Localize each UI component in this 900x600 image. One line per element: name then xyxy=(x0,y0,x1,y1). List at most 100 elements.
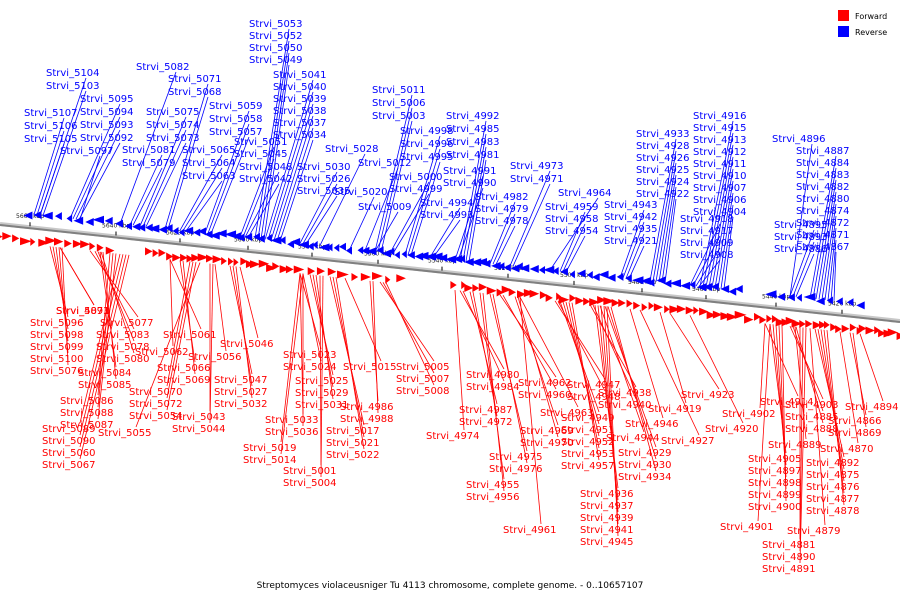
forward-gene-label: Strvi_4974 xyxy=(426,290,480,442)
forward-gene-label: Strvi_5055 xyxy=(98,262,201,439)
reverse-gene-arrow xyxy=(538,266,546,275)
gene-name: Strvi_4993 xyxy=(420,210,474,221)
forward-gene-arrow xyxy=(385,275,391,284)
forward-gene-arrow xyxy=(712,310,723,319)
forward-gene-arrow xyxy=(180,253,188,262)
forward-gene-label: Strvi_5005 xyxy=(379,281,450,373)
gene-name: Strvi_4892 xyxy=(806,458,860,469)
forward-gene-arrow xyxy=(830,323,838,332)
reverse-gene-label: Strvi_5095 xyxy=(69,94,134,219)
gene-name: Strvi_5060 xyxy=(42,448,96,459)
gene-name: Strvi_4996 xyxy=(400,139,454,150)
forward-gene-arrow xyxy=(249,260,261,269)
reverse-gene-label: Strvi_4983 xyxy=(446,137,500,262)
reverse-gene-label: Strvi_5011 xyxy=(372,85,426,252)
forward-gene-arrow xyxy=(80,240,91,249)
gene-name: Strvi_5001 xyxy=(283,466,337,477)
reverse-gene-label: Strvi_4954 xyxy=(545,226,599,273)
forward-gene-arrow xyxy=(874,326,881,335)
forward-gene-arrow xyxy=(766,314,773,323)
reverse-gene-arrow xyxy=(333,243,340,252)
gene-name: Strvi_5055 xyxy=(98,428,152,439)
gene-name: Strvi_4881 xyxy=(762,540,816,551)
forward-gene-label: Strvi_4869 xyxy=(828,332,882,439)
scale-tick-label: 5460 kbp xyxy=(692,286,720,293)
gene-name: Strvi_5105 xyxy=(24,134,78,145)
forward-gene-arrow xyxy=(720,312,732,321)
gene-name: Strvi_4961 xyxy=(503,525,557,536)
gene-name: Strvi_4867 xyxy=(796,242,850,253)
reverse-gene-label: Strvi_4981 xyxy=(446,150,500,262)
reverse-gene-arrow xyxy=(23,211,33,220)
forward-gene-arrow xyxy=(38,238,50,247)
gene-name: Strvi_4907 xyxy=(693,183,747,194)
reverse-gene-label: Strvi_4872 xyxy=(796,218,850,301)
gene-name: Strvi_5083 xyxy=(96,330,150,341)
gene-name: Strvi_4990 xyxy=(443,178,497,189)
gene-name: Strvi_5028 xyxy=(325,144,379,155)
gene-name: Strvi_5030 xyxy=(297,162,351,173)
forward-gene-label: Strvi_5090 xyxy=(42,254,124,447)
forward-gene-label: Strvi_4914 xyxy=(760,323,814,408)
forward-gene-arrow xyxy=(819,320,827,329)
gene-name: Strvi_5056 xyxy=(188,352,242,363)
forward-gene-arrow xyxy=(158,248,166,257)
forward-gene-label: Strvi_5014 xyxy=(243,273,304,466)
forward-gene-label: Strvi_4947 xyxy=(554,300,621,391)
reverse-gene-label: Strvi_4991 xyxy=(443,166,497,261)
gene-name: Strvi_4880 xyxy=(796,194,850,205)
forward-gene-label: Strvi_5084 xyxy=(78,251,132,379)
forward-gene-arrow xyxy=(805,319,813,328)
reverse-gene-label: Strvi_5026 xyxy=(297,174,351,244)
gene-name: Strvi_5076 xyxy=(30,366,84,377)
gene-name: Strvi_4956 xyxy=(466,492,520,503)
reverse-gene-label: Strvi_5081 xyxy=(122,145,176,226)
reverse-gene-label: Strvi_4906 xyxy=(693,195,747,289)
forward-gene-arrow xyxy=(478,283,488,292)
forward-gene-arrow xyxy=(529,289,540,298)
gene-name: Strvi_4951 xyxy=(561,425,615,436)
reverse-gene-arrow xyxy=(491,261,501,270)
reverse-gene-label: Strvi_5103 xyxy=(42,81,100,216)
reverse-gene-label: Strvi_4958 xyxy=(545,214,599,272)
reverse-gene-arrow xyxy=(777,292,786,301)
scale-tick: 5600 kbp xyxy=(234,237,262,250)
forward-gene-label: Strvi_5061 xyxy=(163,259,217,341)
gene-name: Strvi_5049 xyxy=(249,55,303,66)
legend-forward-swatch xyxy=(838,10,849,21)
gene-name: Strvi_4906 xyxy=(693,195,747,206)
reverse-gene-arrow xyxy=(357,246,364,255)
forward-gene-arrow xyxy=(759,315,767,324)
reverse-gene-label: Strvi_5028 xyxy=(319,144,379,246)
reverse-gene-arrow xyxy=(266,234,272,243)
gene-name: Strvi_4912 xyxy=(693,147,747,158)
forward-gene-arrow xyxy=(575,296,585,305)
forward-gene-arrow xyxy=(316,267,326,276)
reverse-gene-label: Strvi_4904 xyxy=(693,207,747,290)
gene-name: Strvi_4943 xyxy=(604,200,658,211)
gene-name: Strvi_4885 xyxy=(785,412,839,423)
gene-name: Strvi_4976 xyxy=(489,464,543,475)
gene-name: Strvi_4887 xyxy=(796,146,850,157)
forward-gene-label: Strvi_4944 xyxy=(599,305,660,444)
reverse-gene-label: Strvi_5037 xyxy=(273,118,327,241)
forward-gene-label: Strvi_5087 xyxy=(60,253,117,431)
gene-name: Strvi_4900 xyxy=(748,502,802,513)
reverse-gene-arrow xyxy=(452,254,463,263)
gene-name: Strvi_4983 xyxy=(446,137,500,148)
reverse-gene-label: Strvi_4933 xyxy=(636,129,690,282)
gene-name: Strvi_5000 xyxy=(389,172,443,183)
forward-gene-arrow xyxy=(351,273,359,282)
gene-name: Strvi_5096 xyxy=(30,318,84,329)
reverse-gene-label: Strvi_4910 xyxy=(693,171,747,289)
forward-gene-label: Strvi_4875 xyxy=(806,329,860,481)
gene-name: Strvi_5104 xyxy=(46,68,100,79)
reverse-gene-label: Strvi_5041 xyxy=(264,70,327,240)
forward-gene-arrow xyxy=(327,267,337,276)
gene-name: Strvi_4905 xyxy=(748,454,802,465)
forward-gene-arrow xyxy=(166,252,174,261)
gene-name: Strvi_5092 xyxy=(80,133,134,144)
forward-gene-arrow xyxy=(508,288,516,297)
gene-name: Strvi_5087 xyxy=(60,420,114,431)
reverse-gene-arrow xyxy=(193,228,201,237)
